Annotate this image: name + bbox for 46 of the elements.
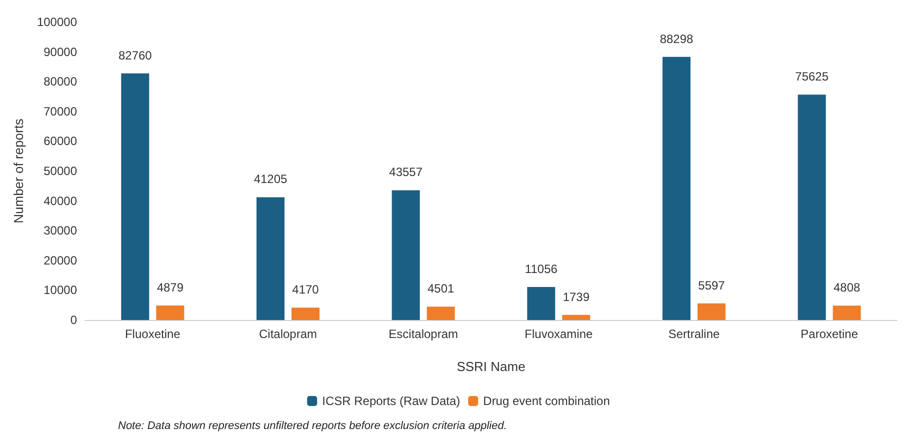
x-tick-label: Fluoxetine	[124, 327, 181, 341]
bar	[156, 305, 184, 320]
data-label: 82760	[118, 48, 152, 62]
y-tick-label: 40000	[44, 194, 78, 208]
data-label: 11056	[524, 262, 558, 276]
bar	[698, 303, 726, 320]
data-label: 1739	[562, 290, 590, 304]
data-label: 41205	[254, 172, 288, 186]
bar	[292, 308, 320, 320]
x-tick-label: Escitalopram	[388, 327, 458, 341]
y-tick-label: 50000	[44, 164, 78, 178]
data-label: 5597	[698, 278, 726, 292]
legend-label: Drug event combination	[483, 394, 610, 408]
data-label: 4501	[427, 282, 455, 296]
y-tick-label: 90000	[44, 44, 78, 59]
bar	[121, 73, 150, 320]
y-tick-label: 20000	[44, 253, 78, 268]
text: Note: Data shown represents unfiltered reports before exclusion criteria applied.	[118, 420, 508, 432]
bar	[798, 94, 826, 320]
x-tick-label: Fluvoxamine	[524, 327, 594, 341]
data-label: 4170	[292, 282, 320, 297]
bar	[562, 314, 590, 320]
y-tick-label: 80000	[44, 74, 78, 89]
data-label: 43557	[389, 165, 423, 180]
bar	[392, 190, 420, 320]
bar	[256, 197, 284, 320]
bar	[426, 306, 455, 320]
data-label: 4808	[833, 280, 861, 295]
y-tick-label: 100000	[36, 15, 78, 29]
data-label: 75625	[795, 70, 829, 84]
y-tick-label: 60000	[44, 134, 78, 148]
x-tick-label: Paroxetine	[800, 327, 858, 341]
y-tick-label: 70000	[44, 104, 78, 118]
y-tick-label: 0	[70, 313, 78, 327]
y-tick-label: 30000	[44, 224, 78, 238]
x-axis-title: SSRI Name	[456, 359, 526, 374]
bar	[832, 306, 861, 320]
legend-label: ICSR Reports (Raw Data)	[322, 394, 460, 408]
bar	[527, 287, 556, 320]
x-tick-label: Sertraline	[668, 327, 720, 341]
y-tick-label: 10000	[44, 283, 78, 298]
data-label: 4879	[156, 280, 184, 294]
data-label: 88298	[660, 32, 694, 46]
y-axis-title: Number of reports	[11, 118, 26, 224]
bar	[662, 56, 690, 320]
x-tick-label: Citalopram	[258, 327, 318, 341]
